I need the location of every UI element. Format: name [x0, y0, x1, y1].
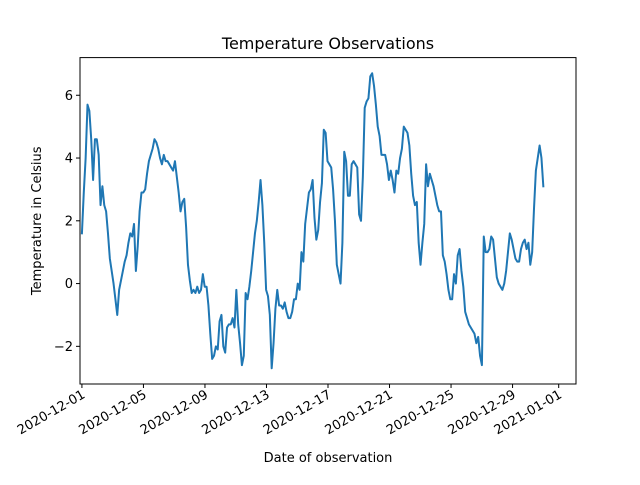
x-axis-label: Date of observation	[264, 451, 393, 466]
temperature-series-line	[80, 72, 545, 370]
plot-area	[80, 72, 545, 370]
chart-title: Temperature Observations	[221, 34, 434, 53]
y-tick-label: 0	[65, 277, 73, 292]
y-tick-label: 4	[65, 152, 73, 167]
y-axis: −2 0 2 4 6	[54, 89, 80, 355]
y-axis-label: Temperature in Celsius	[30, 146, 45, 296]
y-tick-label: 2	[65, 214, 73, 229]
y-tick-label: 6	[65, 89, 73, 104]
y-tick-label: −2	[54, 340, 73, 355]
